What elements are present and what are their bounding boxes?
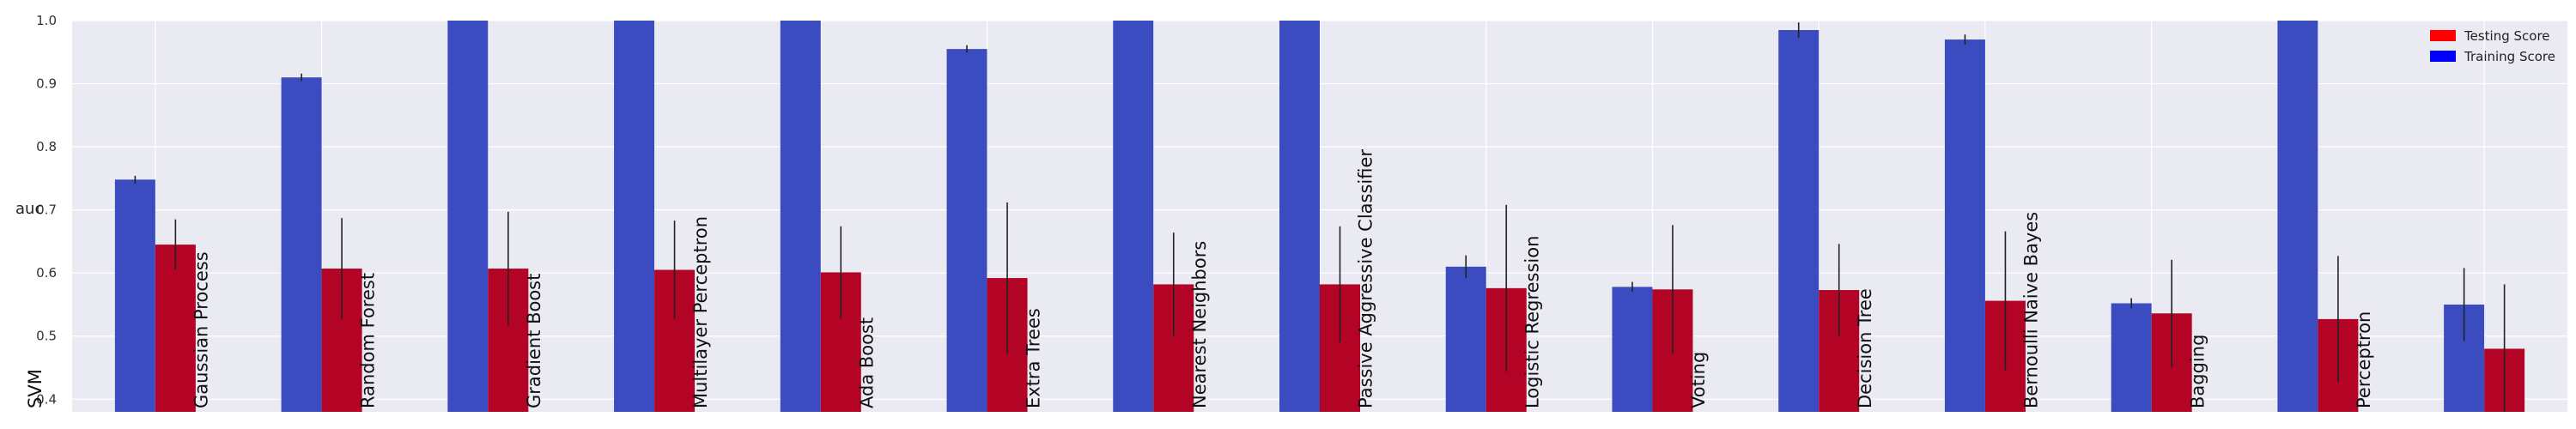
training-bar: [1778, 30, 1820, 412]
model-label: Passive Aggressive Classifier: [1356, 149, 1376, 408]
y-tick-label: 0.4: [36, 391, 57, 407]
model-label: Voting: [1688, 352, 1709, 408]
training-bar: [1279, 21, 1320, 412]
y-tick-label: 0.6: [36, 265, 57, 281]
legend-training-label: Training Score: [2464, 49, 2555, 64]
testing-bar: [155, 245, 196, 412]
y-axis-label: auc: [15, 200, 43, 218]
model-label: Logistic Regression: [1522, 236, 1542, 408]
error-bars: [134, 22, 2506, 412]
y-tick-label: 0.7: [36, 202, 57, 218]
model-label: Gaussian Process: [191, 251, 212, 408]
model-labels: SVM Gaussian Process Random Forest Gradient…: [25, 149, 2374, 408]
training-bar: [1944, 39, 1985, 413]
y-tick-label: 1.0: [36, 13, 57, 28]
training-bar: [780, 21, 821, 412]
training-bar: [2111, 303, 2152, 412]
y-tick-label: 0.5: [36, 329, 57, 344]
model-label: Random Forest: [357, 273, 378, 408]
training-bar: [1113, 21, 1154, 412]
training-bar: [2277, 21, 2318, 412]
model-label: Decision Tree: [1855, 288, 1875, 408]
training-bar: [281, 77, 322, 413]
model-label: SVM: [25, 369, 46, 408]
model-label: Extra Trees: [1023, 308, 1043, 408]
legend-testing-label: Testing Score: [2464, 28, 2550, 44]
legend-training-swatch: [2430, 51, 2456, 62]
model-label: Gradient Boost: [524, 274, 544, 408]
legend: Testing Score Training Score: [2430, 28, 2555, 64]
y-tick-label: 0.8: [36, 139, 57, 154]
training-bar: [1445, 266, 1486, 412]
training-bar: [447, 21, 489, 412]
model-label: Bagging: [2187, 335, 2208, 408]
model-label: Perceptron: [2354, 311, 2374, 408]
y-tick-labels: 0.4 0.5 0.6 0.7 0.8 0.9 1.0: [36, 13, 57, 407]
training-bar: [1612, 287, 1653, 412]
model-label: Nearest Neighbors: [1189, 241, 1210, 408]
model-label: Ada Boost: [857, 317, 878, 408]
training-bar: [946, 49, 987, 413]
training-bar: [614, 21, 655, 412]
model-label: Bernoulli Naive Bayes: [2021, 212, 2042, 408]
training-bar: [114, 179, 155, 413]
model-label: Multilayer Perceptron: [690, 216, 711, 408]
legend-testing-swatch: [2430, 30, 2456, 41]
y-tick-label: 0.9: [36, 76, 57, 92]
